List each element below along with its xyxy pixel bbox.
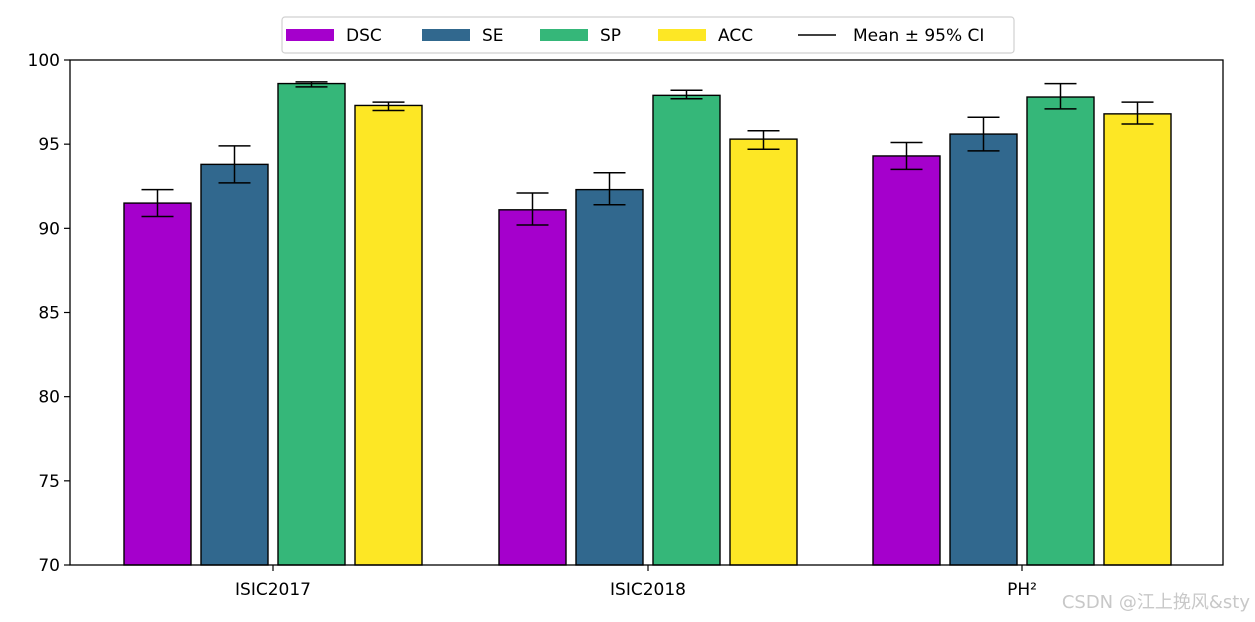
legend-label-dsc: DSC [346, 26, 382, 46]
error-bar-acc-0 [372, 101, 405, 112]
error-bar-sp-0 [295, 81, 328, 88]
error-bars-layer [141, 81, 1154, 226]
y-tick-label: 100 [28, 51, 60, 71]
y-tick-label: 95 [38, 135, 60, 155]
x-tick-label: PH² [1007, 580, 1037, 600]
bar-dsc-2 [872, 155, 941, 566]
y-tick-label: 90 [38, 219, 60, 239]
error-bar-acc-1 [747, 129, 780, 150]
legend-label-se: SE [482, 26, 504, 46]
bar-se-0 [200, 163, 269, 566]
legend-swatch-acc [658, 29, 706, 41]
bar-dsc-1 [498, 209, 567, 566]
bar-acc-1 [729, 138, 798, 566]
legend-label-errorbar: Mean ± 95% CI [853, 26, 984, 46]
watermark: CSDN @江上挽风&sty [1062, 592, 1251, 613]
bars-layer [123, 82, 1172, 566]
bar-acc-2 [1103, 113, 1172, 566]
legend-swatch-dsc [286, 29, 334, 41]
legend-swatch-se [422, 29, 470, 41]
legend-swatch-sp [540, 29, 588, 41]
legend-label-sp: SP [600, 26, 621, 46]
error-bar-dsc-1 [516, 192, 549, 226]
legend: DSC SE SP ACC Mean ± 95% CI [281, 16, 1015, 54]
bar-se-2 [949, 133, 1018, 566]
legend-label-acc: ACC [718, 26, 753, 46]
y-axis: 70 75 80 85 90 95 100 [28, 51, 70, 576]
bar-acc-0 [354, 104, 423, 566]
error-bar-se-0 [218, 145, 251, 184]
error-bar-se-1 [593, 172, 626, 206]
bar-sp-2 [1026, 96, 1095, 566]
bar-sp-0 [277, 82, 346, 566]
y-tick-label: 75 [38, 472, 60, 492]
error-bar-dsc-0 [141, 188, 174, 218]
y-tick-label: 80 [38, 388, 60, 408]
x-axis: ISIC2017 ISIC2018 PH² [235, 565, 1037, 600]
error-bar-sp-2 [1044, 82, 1077, 110]
error-bar-sp-1 [670, 89, 703, 100]
y-tick-label: 85 [38, 304, 60, 324]
x-tick-label: ISIC2017 [235, 580, 311, 600]
y-tick-label: 70 [38, 556, 60, 576]
error-bar-se-2 [967, 116, 1000, 152]
error-bar-acc-2 [1121, 101, 1154, 125]
error-bar-dsc-2 [890, 141, 923, 171]
x-tick-label: ISIC2018 [610, 580, 686, 600]
bar-sp-1 [652, 94, 721, 566]
legend-frame [281, 16, 1015, 54]
bar-se-1 [575, 188, 644, 566]
bar-dsc-0 [123, 202, 192, 566]
